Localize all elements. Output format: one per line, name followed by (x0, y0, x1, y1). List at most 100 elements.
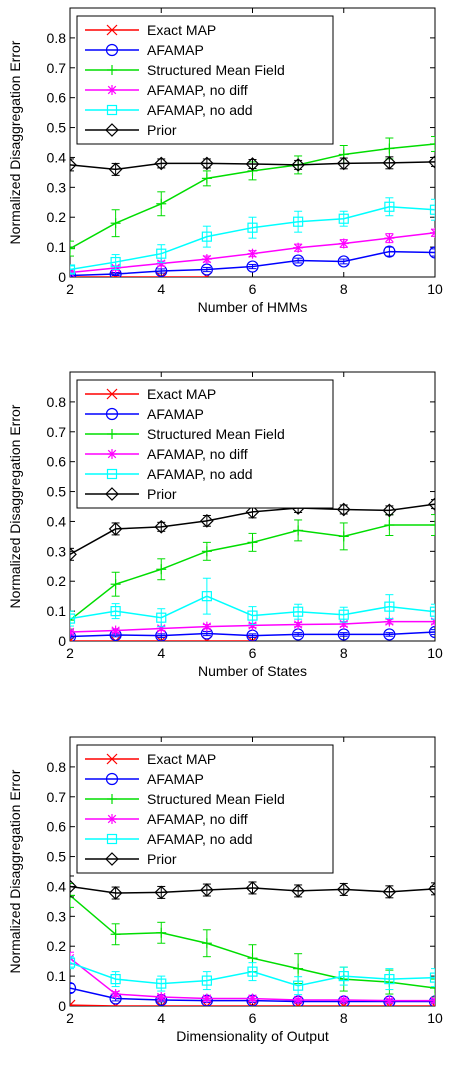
legend-label: AFAMAP, no diff (147, 82, 248, 98)
data-point (110, 929, 121, 940)
data-point (337, 255, 350, 268)
y-tick-label: 0.2 (47, 573, 67, 589)
legend-entry: AFAMAP, no diff (85, 446, 248, 462)
legend-entry: AFAMAP, no add (85, 102, 253, 118)
data-point (247, 993, 258, 1004)
data-point (154, 156, 169, 171)
data-point (156, 248, 167, 259)
data-point (338, 609, 349, 620)
data-point (293, 242, 304, 253)
data-point (156, 198, 167, 209)
x-tick-label: 2 (66, 1010, 74, 1026)
chart-panel-1: 0 0.1 0.2 0.3 0.4 0.5 0.6 0.7 0.8 2 4 6 8 10 Number of… (7, 7, 443, 315)
legend-label: AFAMAP (147, 42, 204, 58)
legend-marker (105, 852, 119, 866)
data-point (293, 980, 304, 991)
y-tick-label: 0.3 (47, 908, 67, 924)
series-prior (70, 155, 435, 177)
series-afamap-no-diff (70, 616, 435, 638)
data-point (110, 973, 121, 985)
series-prior (70, 497, 435, 562)
legend-marker (105, 43, 119, 57)
data-point (70, 890, 75, 901)
data-point (200, 513, 214, 528)
data-point (383, 628, 396, 641)
legend-label: Structured Mean Field (147, 791, 285, 807)
x-tick-label: 8 (340, 645, 348, 661)
data-point (70, 547, 77, 562)
data-point (201, 173, 212, 184)
y-tick-label: 0.7 (47, 789, 67, 805)
legend-marker (106, 833, 118, 845)
data-point (291, 158, 305, 172)
x-tick-label: 10 (427, 281, 443, 297)
data-point (383, 245, 396, 258)
series-group (70, 497, 435, 641)
y-tick-label: 0.4 (47, 513, 67, 529)
legend-marker (106, 24, 118, 36)
legend-entry: Exact MAP (85, 751, 216, 767)
legend-label: AFAMAP (147, 406, 204, 422)
data-point (429, 972, 435, 983)
data-point (382, 884, 397, 899)
data-point (110, 635, 122, 641)
data-point (70, 269, 77, 277)
data-point (245, 157, 260, 171)
data-point (201, 254, 212, 265)
data-point (70, 879, 77, 894)
legend-marker (106, 753, 118, 765)
legend-label: AFAMAP, no add (147, 831, 253, 847)
chart-panel-2: 0 0.1 0.2 0.3 0.4 0.5 0.6 0.7 0.8 2 4 6 8 10 Number of… (7, 371, 443, 679)
x-axis-label: Number of HMMs (198, 299, 308, 315)
data-point (155, 1000, 167, 1006)
data-point (246, 260, 259, 273)
legend-label: AFAMAP, no diff (147, 811, 248, 827)
legend-marker (107, 85, 117, 95)
y-tick-label: 0.5 (47, 120, 67, 136)
series-afamap-no-add (70, 956, 435, 996)
data-point (110, 625, 121, 636)
data-point (428, 155, 435, 169)
data-point (384, 201, 395, 212)
y-axis-label: Normalized Disaggregation Error (7, 40, 23, 244)
legend-marker (106, 388, 118, 400)
legend-label: AFAMAP, no add (147, 466, 253, 482)
data-point (428, 881, 435, 896)
y-tick-label: 0.2 (47, 938, 67, 954)
data-point (428, 995, 435, 1006)
data-point (156, 927, 167, 938)
data-point (384, 601, 395, 612)
legend-label: Prior (147, 851, 177, 867)
y-tick-label: 0.8 (47, 394, 67, 410)
x-tick-label: 10 (427, 645, 443, 661)
data-point (154, 885, 169, 900)
legend-label: Prior (147, 122, 177, 138)
data-point (70, 264, 76, 275)
series-structured-mean-field (70, 514, 435, 630)
data-point (430, 138, 435, 149)
data-point (293, 995, 304, 1006)
data-point (430, 983, 435, 994)
y-tick-label: 0.3 (47, 543, 67, 559)
y-tick-label: 0.8 (47, 759, 67, 775)
data-point (154, 519, 169, 534)
y-axis-label: Normalized Disaggregation Error (7, 769, 23, 973)
data-point (245, 881, 260, 895)
data-point (201, 993, 212, 1004)
series-afamap-no-add (70, 577, 435, 628)
y-tick-label: 0.4 (47, 878, 67, 894)
data-point (338, 971, 349, 982)
legend-marker (107, 449, 117, 459)
data-point (156, 564, 167, 575)
legend-marker (106, 104, 118, 116)
data-point (201, 591, 212, 602)
legend-label: Structured Mean Field (147, 426, 285, 442)
x-tick-label: 6 (249, 645, 257, 661)
legend-label: Exact MAP (147, 22, 216, 38)
legend-marker (105, 487, 119, 501)
legend-box (76, 15, 334, 145)
y-tick-label: 0.6 (47, 819, 67, 835)
series-group (70, 875, 435, 1006)
data-point (200, 156, 214, 171)
x-axis-label: Dimensionality of Output (176, 1028, 329, 1044)
